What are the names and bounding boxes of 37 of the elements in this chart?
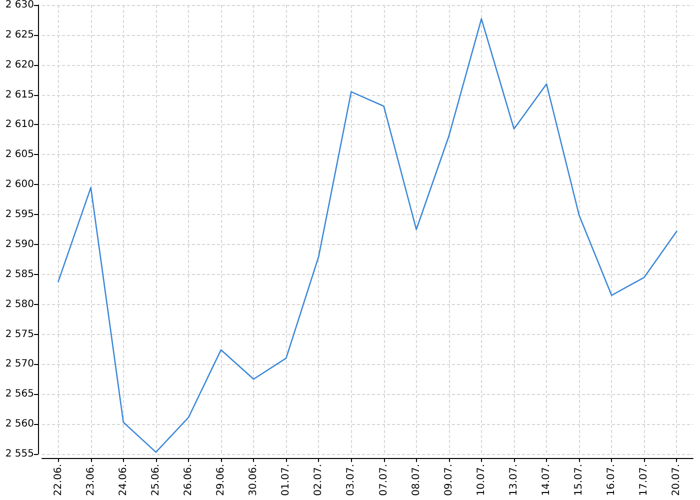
y-tick-label: 2 580 bbox=[5, 298, 34, 310]
y-tick-label: 2 615 bbox=[5, 89, 34, 100]
y-tick-label: 2 575 bbox=[5, 328, 34, 340]
x-tick-label: 03.07. bbox=[346, 464, 357, 496]
x-tick-label: 29.06. bbox=[216, 464, 227, 496]
x-tick-label: 30.06. bbox=[248, 464, 260, 496]
x-tick-label: 15.07. bbox=[574, 464, 585, 496]
y-tick-label: 2 605 bbox=[5, 149, 34, 160]
y-tick-label: 2 590 bbox=[5, 238, 34, 250]
x-tick-label: 09.07. bbox=[443, 464, 454, 496]
x-tick-label: 02.07. bbox=[313, 464, 324, 496]
y-tick-label: 2 630 bbox=[5, 0, 34, 10]
y-tick-label: 2 560 bbox=[5, 418, 34, 430]
line-series bbox=[58, 18, 678, 453]
y-tick-label: 2 565 bbox=[5, 388, 34, 400]
x-tick-label: 24.06. bbox=[118, 464, 129, 496]
y-tick-label: 2 555 bbox=[5, 448, 34, 460]
y-tick-label: 2 610 bbox=[5, 119, 34, 130]
y-tick-label: 2 600 bbox=[5, 179, 34, 190]
y-tick-label: 2 625 bbox=[5, 29, 34, 40]
x-tick-label: 16.07. bbox=[606, 464, 618, 496]
x-tick-label: 25.06. bbox=[150, 464, 162, 496]
x-tick-label: 14.07. bbox=[541, 464, 552, 496]
y-tick-label: 2 595 bbox=[5, 209, 34, 220]
y-tick-label: 2 585 bbox=[5, 268, 34, 280]
x-tick-label: 08.07. bbox=[410, 464, 422, 496]
x-tick-label: 07.07. bbox=[378, 464, 390, 496]
y-tick-label: 2 570 bbox=[5, 358, 34, 370]
y-tick-label: 2 620 bbox=[5, 59, 34, 70]
x-tick-label: 23.06. bbox=[85, 464, 96, 496]
x-tick-label: 13.07. bbox=[508, 464, 520, 496]
x-tick-label: 01.07. bbox=[280, 464, 292, 496]
x-tick-label: 22.06. bbox=[52, 464, 64, 496]
x-tick-label: 26.06. bbox=[182, 464, 194, 496]
x-tick-label: 10.07. bbox=[476, 464, 487, 496]
x-tick-label: 20.07. bbox=[671, 464, 682, 496]
x-tick-label: 17.07. bbox=[638, 464, 650, 496]
